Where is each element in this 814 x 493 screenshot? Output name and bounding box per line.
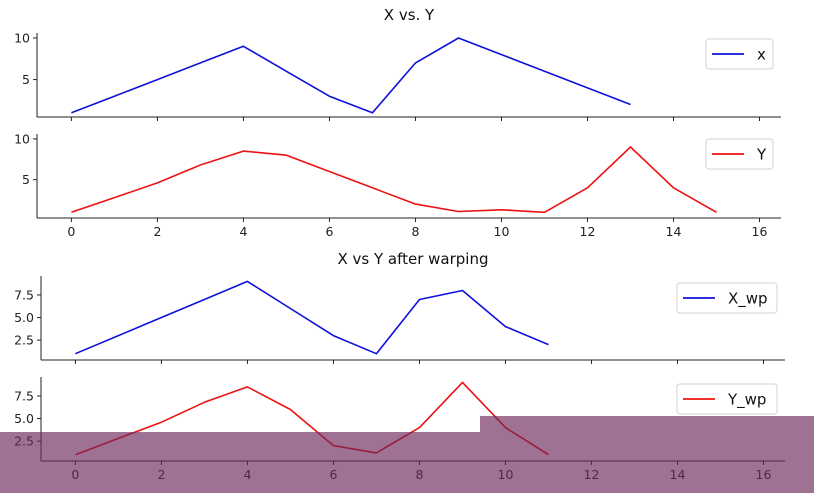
series-line-y: [71, 146, 717, 214]
panel-3-title: X vs Y after warping: [337, 250, 488, 268]
x-tick-label: 6: [325, 224, 333, 239]
y-tick-label: 2.5: [14, 434, 34, 449]
x-tick-label: 4: [239, 224, 247, 239]
y-tick-label: 5: [22, 72, 30, 87]
x-tick-label: 12: [584, 467, 600, 482]
series-line-y_wp: [75, 381, 549, 456]
series-line-x_wp: [75, 280, 549, 355]
x-tick-label: 10: [498, 467, 514, 482]
y-tick-label: 7.5: [14, 388, 34, 403]
x-tick-label: 6: [329, 467, 337, 482]
x-tick-label: 0: [71, 467, 79, 482]
panel-3: X vs Y after warping 2.5 5.0 7.5 X_wp: [14, 250, 785, 364]
y-tick-label: 5.0: [14, 310, 34, 325]
panel-2: 5 10 0 2 4 6 8 10 12 14 16 Y: [14, 131, 781, 239]
legend-box: [676, 383, 778, 415]
legend-label-x: x: [757, 46, 766, 64]
x-tick-label: 10: [494, 224, 510, 239]
legend-label-x_wp: X_wp: [728, 290, 768, 309]
y-tick-label: 2.5: [14, 333, 34, 348]
x-tick-label: 14: [666, 224, 682, 239]
y-tick-label: 10: [14, 30, 30, 45]
legend-label-y: Y: [756, 146, 767, 164]
legend-box: [676, 282, 778, 314]
series-line-x: [71, 37, 631, 114]
x-tick-label: 16: [752, 224, 768, 239]
x-tick-label: 14: [670, 467, 686, 482]
x-tick-label: 8: [415, 467, 423, 482]
x-tick-label: 2: [153, 224, 161, 239]
x-tick-label: 0: [67, 224, 75, 239]
x-tick-label: 16: [756, 467, 772, 482]
y-tick-label: 7.5: [14, 287, 34, 302]
x-tick-label: 12: [580, 224, 596, 239]
x-tick-label: 8: [411, 224, 419, 239]
panel-4: 2.5 5.0 7.5 0 2 4 6 8 10 12 14 16 Y_wp: [14, 377, 785, 482]
y-tick-label: 10: [14, 131, 30, 146]
panel-1: X vs. Y 5 10 x: [14, 6, 781, 121]
y-tick-label: 5: [22, 172, 30, 187]
legend-label-y_wp: Y_wp: [727, 391, 766, 410]
x-tick-label: 2: [157, 467, 165, 482]
x-tick-label: 4: [243, 467, 251, 482]
y-tick-label: 5.0: [14, 411, 34, 426]
panel-1-title: X vs. Y: [384, 6, 435, 24]
